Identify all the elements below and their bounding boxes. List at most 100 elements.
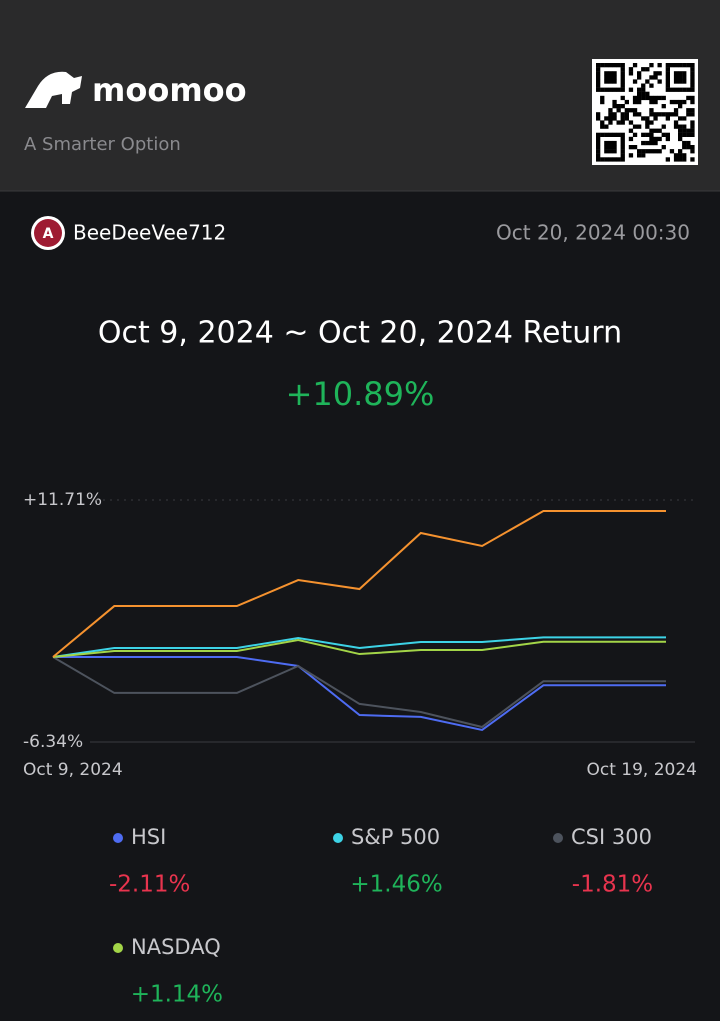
qr-cell — [608, 149, 613, 154]
qr-cell — [673, 124, 679, 129]
qr-cell — [645, 95, 650, 101]
y-tick-label: +11.71% — [23, 490, 102, 510]
qr-cell — [665, 87, 670, 92]
logo-icon — [25, 71, 82, 108]
qr-cell — [620, 132, 625, 137]
qr-cell — [620, 153, 625, 158]
qr-cell — [657, 149, 662, 154]
qr-cell — [604, 75, 609, 80]
qr-cell — [608, 140, 613, 146]
qr-cell — [608, 75, 613, 80]
qr-cell — [678, 132, 683, 137]
qr-cell — [596, 145, 601, 150]
qr-cell — [653, 95, 658, 101]
qr-cell — [682, 124, 687, 129]
qr-cell — [665, 136, 670, 142]
qr-cell — [649, 99, 654, 105]
qr-cell — [641, 153, 646, 158]
qr-cell — [612, 112, 617, 117]
qr-cell — [682, 145, 687, 150]
x-tick-label: Oct 19, 2024 — [587, 760, 698, 780]
qr-cell — [678, 157, 683, 162]
qr-cell — [673, 79, 679, 84]
qr-cell — [604, 145, 609, 150]
legend-change: +1.46% — [350, 872, 442, 898]
qr-cell — [637, 124, 642, 129]
qr-cell — [641, 116, 646, 121]
qr-cell — [649, 83, 654, 88]
qr-cell — [632, 112, 638, 117]
qr-cell — [632, 124, 638, 129]
qr-cell — [612, 99, 617, 105]
qr-cell — [612, 79, 617, 84]
qr-cell — [600, 120, 605, 125]
qr-cell — [637, 99, 642, 105]
qr-cell — [686, 108, 691, 113]
qr-cell — [604, 149, 609, 154]
qr-cell — [649, 132, 654, 137]
qr-cell — [665, 63, 670, 68]
qr-cell — [628, 67, 634, 72]
qr-cell — [690, 99, 695, 105]
qr-cell — [661, 145, 666, 150]
qr-cell — [612, 149, 617, 154]
qr-cell — [637, 75, 642, 80]
qr-cell — [649, 63, 654, 68]
qr-cell — [682, 75, 687, 80]
qr-cell — [673, 153, 679, 158]
qr-cell — [686, 145, 691, 150]
qr-cell — [673, 63, 679, 68]
qr-cell — [678, 124, 683, 129]
avatar-inner — [34, 219, 62, 247]
qr-cell — [620, 112, 625, 117]
qr-cell — [686, 132, 691, 137]
qr-cell — [690, 75, 695, 80]
qr-cell — [641, 132, 646, 137]
qr-cell — [604, 79, 609, 84]
legend-name: NASDAQ — [131, 935, 221, 959]
qr-cell — [649, 140, 654, 146]
qr-cell — [669, 87, 675, 92]
qr-cell — [661, 104, 666, 109]
qr-cell — [596, 71, 601, 76]
qr-cell — [612, 75, 617, 80]
qr-cell — [690, 67, 695, 72]
qr-cell — [686, 128, 691, 133]
qr-cell — [665, 112, 670, 117]
chart-title: Oct 9, 2024 ~ Oct 20, 2024 Return — [98, 316, 622, 351]
qr-cell — [637, 87, 642, 92]
qr-cell — [612, 145, 617, 150]
qr-cell — [673, 108, 679, 113]
legend-dot — [553, 833, 563, 843]
qr-cell — [624, 108, 629, 113]
series-line — [52, 638, 666, 658]
qr-cell — [632, 108, 638, 113]
qr-cell — [690, 132, 695, 137]
qr-cell — [645, 132, 650, 137]
qr-cell — [678, 79, 683, 84]
qr-cell — [678, 104, 683, 109]
qr-cell — [669, 149, 675, 154]
qr-cell — [653, 116, 658, 121]
qr-cell — [649, 108, 654, 113]
qr-cell — [690, 95, 695, 101]
qr-cell — [669, 63, 675, 68]
qr-cell — [669, 112, 675, 117]
series-line — [52, 509, 666, 658]
qr-cell — [600, 124, 605, 129]
qr-cell — [690, 83, 695, 88]
qr-cell — [620, 104, 625, 109]
qr-cell — [673, 71, 679, 76]
qr-cell — [620, 87, 625, 92]
legend-name: S&P 500 — [351, 825, 440, 849]
qr-cell — [678, 63, 683, 68]
qr-cell — [604, 140, 609, 146]
qr-cell — [682, 128, 687, 133]
qr-cell — [645, 149, 650, 154]
qr-cell — [686, 112, 691, 117]
qr-cell — [620, 136, 625, 142]
qr-cell — [682, 157, 687, 162]
qr-cell — [616, 120, 621, 125]
qr-cell — [632, 79, 638, 84]
qr-cell — [665, 75, 670, 80]
